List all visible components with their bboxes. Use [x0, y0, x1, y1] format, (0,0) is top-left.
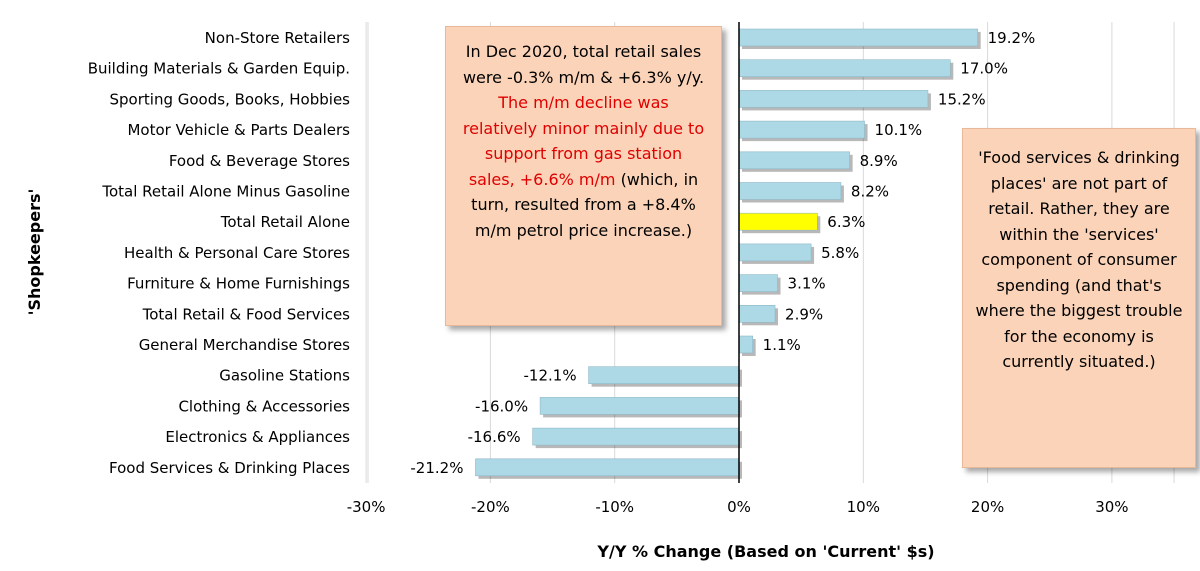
data-label: -16.0% [475, 397, 528, 415]
category-label: Health & Personal Care Stores [124, 244, 350, 262]
bar [738, 59, 951, 78]
bar [738, 90, 929, 108]
bar [475, 458, 740, 477]
x-tick-labels: -30% -20% -10% 0% 10% 20% 30% [347, 498, 1129, 516]
x-tick-label: -30% [347, 498, 386, 516]
x-axis-title: Y/Y % Change (Based on 'Current' $s) [596, 542, 934, 561]
category-label: Non-Store Retailers [205, 29, 351, 47]
category-labels: Non-Store Retailers Building Materials & … [88, 29, 350, 477]
data-label: 17.0% [960, 60, 1008, 78]
category-label: Motor Vehicle & Parts Dealers [127, 121, 350, 139]
data-label: -12.1% [524, 367, 577, 385]
data-label: 1.1% [763, 336, 801, 354]
annotation-right-note: 'Food services & drinking places' are no… [962, 128, 1196, 468]
bar [539, 397, 740, 415]
x-tick-label: 30% [1095, 498, 1128, 516]
y-axis-title: 'Shopkeepers' [25, 189, 44, 316]
category-label: Total Retail & Food Services [142, 305, 351, 323]
data-labels: 19.2% 17.0% 15.2% 10.1% 8.9% 8.2% 6.3% 5.8% 3.1%… [410, 29, 1035, 477]
category-label: Furniture & Home Furnishings [127, 275, 350, 293]
bar [738, 212, 818, 231]
category-label: Food & Beverage Stores [169, 152, 350, 170]
bar [738, 243, 812, 262]
data-label: 8.2% [851, 183, 889, 201]
bar [532, 427, 740, 446]
x-tick-label: 10% [847, 498, 880, 516]
category-label: Total Retail Alone [220, 213, 350, 231]
bar [738, 335, 753, 354]
bar [738, 304, 776, 323]
data-label: 3.1% [788, 275, 826, 293]
bar [588, 366, 740, 385]
bar [738, 182, 842, 200]
data-label: 6.3% [827, 213, 865, 231]
data-label: -21.2% [410, 459, 463, 477]
data-label: 10.1% [875, 121, 923, 139]
data-label: 19.2% [988, 29, 1036, 47]
data-label: -16.6% [468, 428, 521, 446]
category-label: Clothing & Accessories [178, 397, 350, 415]
bar [738, 151, 850, 170]
data-label: 2.9% [785, 305, 823, 323]
bar [738, 28, 978, 47]
x-tick-label: 20% [971, 498, 1004, 516]
x-tick-label: 0% [727, 498, 751, 516]
category-label: Food Services & Drinking Places [109, 459, 350, 477]
left-note-part1: In Dec 2020, total retail sales were -0.… [462, 42, 705, 87]
left-note-part3: (which, in turn, resulted from a +8.4% m… [471, 169, 699, 240]
category-label: Gasoline Stations [219, 367, 350, 385]
right-note-text: 'Food services & drinking places' are no… [975, 148, 1183, 371]
x-tick-label: -10% [595, 498, 634, 516]
category-label: Sporting Goods, Books, Hobbies [110, 90, 351, 108]
x-tick-label: -20% [471, 498, 510, 516]
left-note-part2-highlight: The m/m decline was relatively minor mai… [462, 93, 705, 189]
data-label: 5.8% [821, 244, 859, 262]
bar [738, 274, 778, 292]
category-label: General Merchandise Stores [139, 336, 350, 354]
annotation-left-note: In Dec 2020, total retail sales were -0.… [445, 26, 722, 326]
category-label: Total Retail Alone Minus Gasoline [101, 183, 350, 201]
category-label: Building Materials & Garden Equip. [88, 60, 350, 78]
data-label: 15.2% [938, 90, 986, 108]
bar [738, 120, 865, 139]
category-label: Electronics & Appliances [165, 428, 350, 446]
bars [475, 28, 981, 479]
data-label: 8.9% [860, 152, 898, 170]
